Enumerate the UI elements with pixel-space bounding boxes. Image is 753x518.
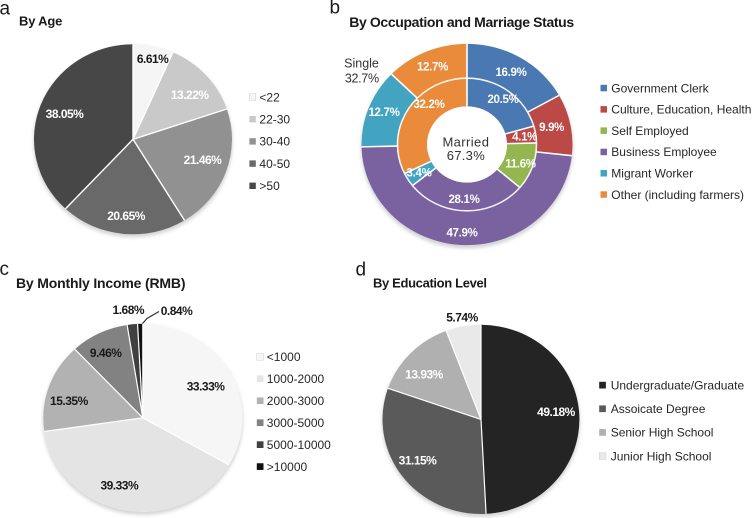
svg-text:12.7%: 12.7%	[368, 107, 399, 119]
svg-text:By Education Level: By Education Level	[373, 276, 487, 291]
svg-text:32.7%: 32.7%	[345, 72, 379, 86]
svg-text:a: a	[0, 0, 11, 19]
svg-text:<22: <22	[259, 90, 280, 104]
svg-text:Assoicate Degree: Assoicate Degree	[611, 402, 706, 416]
svg-text:13.93%: 13.93%	[405, 368, 444, 382]
svg-text:Married: Married	[442, 134, 489, 149]
svg-text:Culture, Education, Health: Culture, Education, Health	[611, 103, 751, 117]
svg-text:0.84%: 0.84%	[161, 304, 193, 318]
svg-text:47.9%: 47.9%	[446, 227, 477, 239]
svg-text:30-40: 30-40	[259, 135, 290, 149]
svg-text:Junior High School: Junior High School	[611, 449, 712, 463]
svg-text:21.46%: 21.46%	[184, 153, 223, 167]
svg-text:Single: Single	[344, 57, 379, 71]
svg-text:Other (including farmers): Other (including farmers)	[611, 188, 744, 202]
svg-text:38.05%: 38.05%	[46, 107, 85, 121]
svg-text:9.9%: 9.9%	[539, 122, 564, 134]
svg-text:By Age: By Age	[19, 13, 62, 28]
svg-text:d: d	[356, 260, 367, 281]
svg-text:11.6%: 11.6%	[505, 159, 536, 171]
svg-text:67.3%: 67.3%	[447, 148, 486, 163]
svg-text:1000-2000: 1000-2000	[267, 372, 325, 386]
svg-text:By Monthly Income (RMB): By Monthly Income (RMB)	[16, 275, 185, 291]
svg-text:4.1%: 4.1%	[512, 132, 537, 144]
svg-text:12.7%: 12.7%	[417, 62, 448, 74]
svg-text:3000-5000: 3000-5000	[267, 416, 325, 430]
svg-text:Government Clerk: Government Clerk	[611, 81, 709, 95]
svg-text:9.46%: 9.46%	[90, 346, 122, 360]
svg-text:>50: >50	[259, 179, 280, 193]
svg-text:b: b	[330, 0, 341, 19]
svg-text:49.18%: 49.18%	[537, 405, 576, 419]
svg-text:20.65%: 20.65%	[107, 209, 146, 223]
svg-text:2000-3000: 2000-3000	[267, 394, 325, 408]
svg-text:Undergraduate/Graduate: Undergraduate/Graduate	[611, 378, 745, 392]
svg-text:32.2%: 32.2%	[413, 99, 444, 111]
svg-text:Migrant Worker: Migrant Worker	[611, 167, 693, 181]
svg-text:Self Employed: Self Employed	[611, 124, 688, 138]
svg-text:40-50: 40-50	[259, 157, 290, 171]
svg-text:1.68%: 1.68%	[113, 303, 145, 317]
svg-text:31.15%: 31.15%	[399, 453, 438, 467]
svg-text:22-30: 22-30	[259, 113, 290, 127]
svg-text:>10000: >10000	[267, 460, 308, 474]
svg-text:5000-10000: 5000-10000	[267, 438, 331, 452]
svg-text:<1000: <1000	[267, 350, 301, 364]
svg-text:Business Employee: Business Employee	[611, 145, 717, 159]
svg-text:3.4%: 3.4%	[406, 168, 431, 180]
svg-text:33.33%: 33.33%	[187, 380, 226, 394]
svg-text:By Occupation and Marriage Sta: By Occupation and Marriage Status	[349, 14, 574, 30]
svg-text:5.74%: 5.74%	[446, 310, 478, 324]
svg-text:c: c	[0, 259, 9, 280]
svg-text:20.5%: 20.5%	[487, 94, 518, 106]
svg-text:15.35%: 15.35%	[50, 394, 89, 408]
svg-text:6.61%: 6.61%	[137, 52, 169, 66]
svg-text:16.9%: 16.9%	[495, 67, 526, 79]
svg-text:13.22%: 13.22%	[171, 88, 210, 102]
svg-text:39.33%: 39.33%	[100, 478, 139, 492]
svg-text:Senior High School: Senior High School	[611, 426, 714, 440]
svg-text:28.1%: 28.1%	[448, 194, 479, 206]
